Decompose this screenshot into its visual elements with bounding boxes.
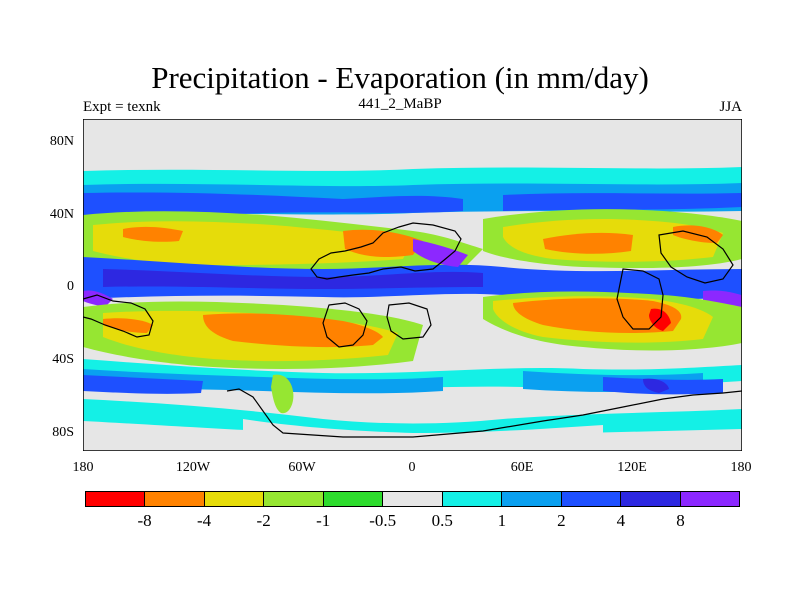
antarctic-grey (243, 419, 603, 445)
plot-title: Precipitation - Evaporation (in mm/day) (151, 60, 649, 95)
pe-map (83, 119, 742, 451)
coastlines (83, 222, 742, 438)
colorbar-label: -1 (316, 511, 331, 530)
s-continent-outline (322, 302, 368, 348)
contour-map (83, 119, 742, 451)
colorbar-label: -0.5 (369, 511, 397, 530)
season-label: JJA (719, 99, 742, 115)
colorbar-box (323, 492, 384, 506)
s-dry-orange-east (513, 298, 682, 333)
ytick-80n: 80N (49, 134, 74, 149)
itcz-purple (83, 290, 113, 307)
colorbar-box (204, 492, 265, 506)
xtick-0: 0 (408, 460, 416, 475)
xtick-120e: 120E (617, 460, 647, 475)
australasia-outline (616, 268, 664, 330)
colorbar-box (86, 492, 146, 506)
itcz-purple-2 (413, 239, 468, 267)
s-dry-orange-2 (103, 318, 153, 333)
colorbar-box (502, 492, 562, 506)
s-dry-red-east (649, 308, 671, 331)
antarctic-outline (226, 388, 742, 438)
colorbar-box (561, 492, 622, 506)
band-n-blue-2 (503, 193, 742, 211)
age-label: 441_2_MaBP (358, 96, 442, 112)
pacific-outline (83, 294, 154, 338)
n-dry-orange (343, 229, 423, 257)
xtick-180e: 180 (730, 460, 752, 475)
colorbar-label: -8 (137, 511, 152, 530)
n-dry-orange-east (543, 232, 633, 254)
ytick-0: 0 (67, 279, 74, 294)
colorbar-label: 4 (616, 511, 626, 530)
xtick-60w: 60W (288, 460, 316, 475)
experiment-label: Expt = texnk (83, 99, 161, 115)
colorbar-box (621, 492, 681, 506)
colorbar-box (264, 492, 324, 506)
africa-outline (386, 302, 432, 340)
colorbar-box (680, 492, 739, 506)
colorbar-label: -4 (196, 511, 212, 530)
band-s-navy (643, 378, 669, 393)
xtick-180w: 180 (72, 460, 94, 475)
colorbar-label: 2 (557, 511, 566, 530)
s-green-patch (271, 374, 294, 414)
colorbar-label: 8 (676, 511, 685, 530)
s-dry-orange (203, 313, 383, 348)
colorbar (85, 491, 740, 507)
colorbar-label: -2 (256, 511, 271, 530)
itcz-navy (103, 269, 483, 289)
xtick-120w: 120W (175, 460, 211, 475)
ytick-80s: 80S (52, 425, 74, 440)
ytick-40s: 40S (52, 352, 74, 367)
ytick-40n: 40N (49, 207, 74, 222)
colorbar-box (145, 492, 205, 506)
xtick-60e: 60E (510, 460, 534, 475)
colorbar-label: 1 (497, 511, 507, 530)
asia-outline (658, 230, 734, 284)
colorbar-box (442, 492, 503, 506)
n-continent-outline (310, 222, 462, 280)
colorbar-label: 0.5 (431, 511, 453, 530)
band-s-blue (83, 375, 203, 394)
colorbar-box (383, 492, 443, 506)
n-dry-orange-2 (123, 226, 183, 242)
